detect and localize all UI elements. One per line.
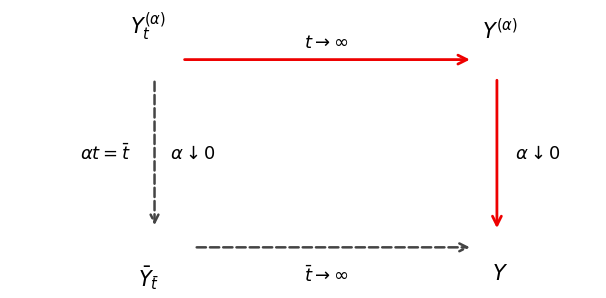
Text: $t \to \infty$: $t \to \infty$ [304,34,348,52]
Text: $Y_t^{(\alpha)}$: $Y_t^{(\alpha)}$ [130,11,167,43]
Text: $\alpha t = \bar{t}$: $\alpha t = \bar{t}$ [79,143,130,164]
Text: $\alpha \downarrow 0$: $\alpha \downarrow 0$ [170,145,216,162]
Text: $\bar{t} \to \infty$: $\bar{t} \to \infty$ [304,265,348,286]
Text: $\bar{Y}_{\bar{t}}$: $\bar{Y}_{\bar{t}}$ [138,264,159,291]
Text: $Y^{(\alpha)}$: $Y^{(\alpha)}$ [482,18,518,43]
Text: $\alpha \downarrow 0$: $\alpha \downarrow 0$ [515,145,561,162]
Text: $Y$: $Y$ [492,264,508,284]
